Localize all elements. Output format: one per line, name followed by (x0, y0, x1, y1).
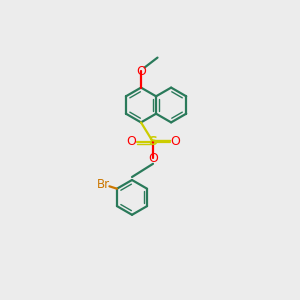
Text: O: O (126, 135, 136, 148)
Text: O: O (170, 135, 180, 148)
Text: O: O (136, 64, 146, 78)
Text: S: S (148, 135, 158, 148)
Text: Br: Br (97, 178, 110, 191)
Text: O: O (148, 152, 158, 165)
